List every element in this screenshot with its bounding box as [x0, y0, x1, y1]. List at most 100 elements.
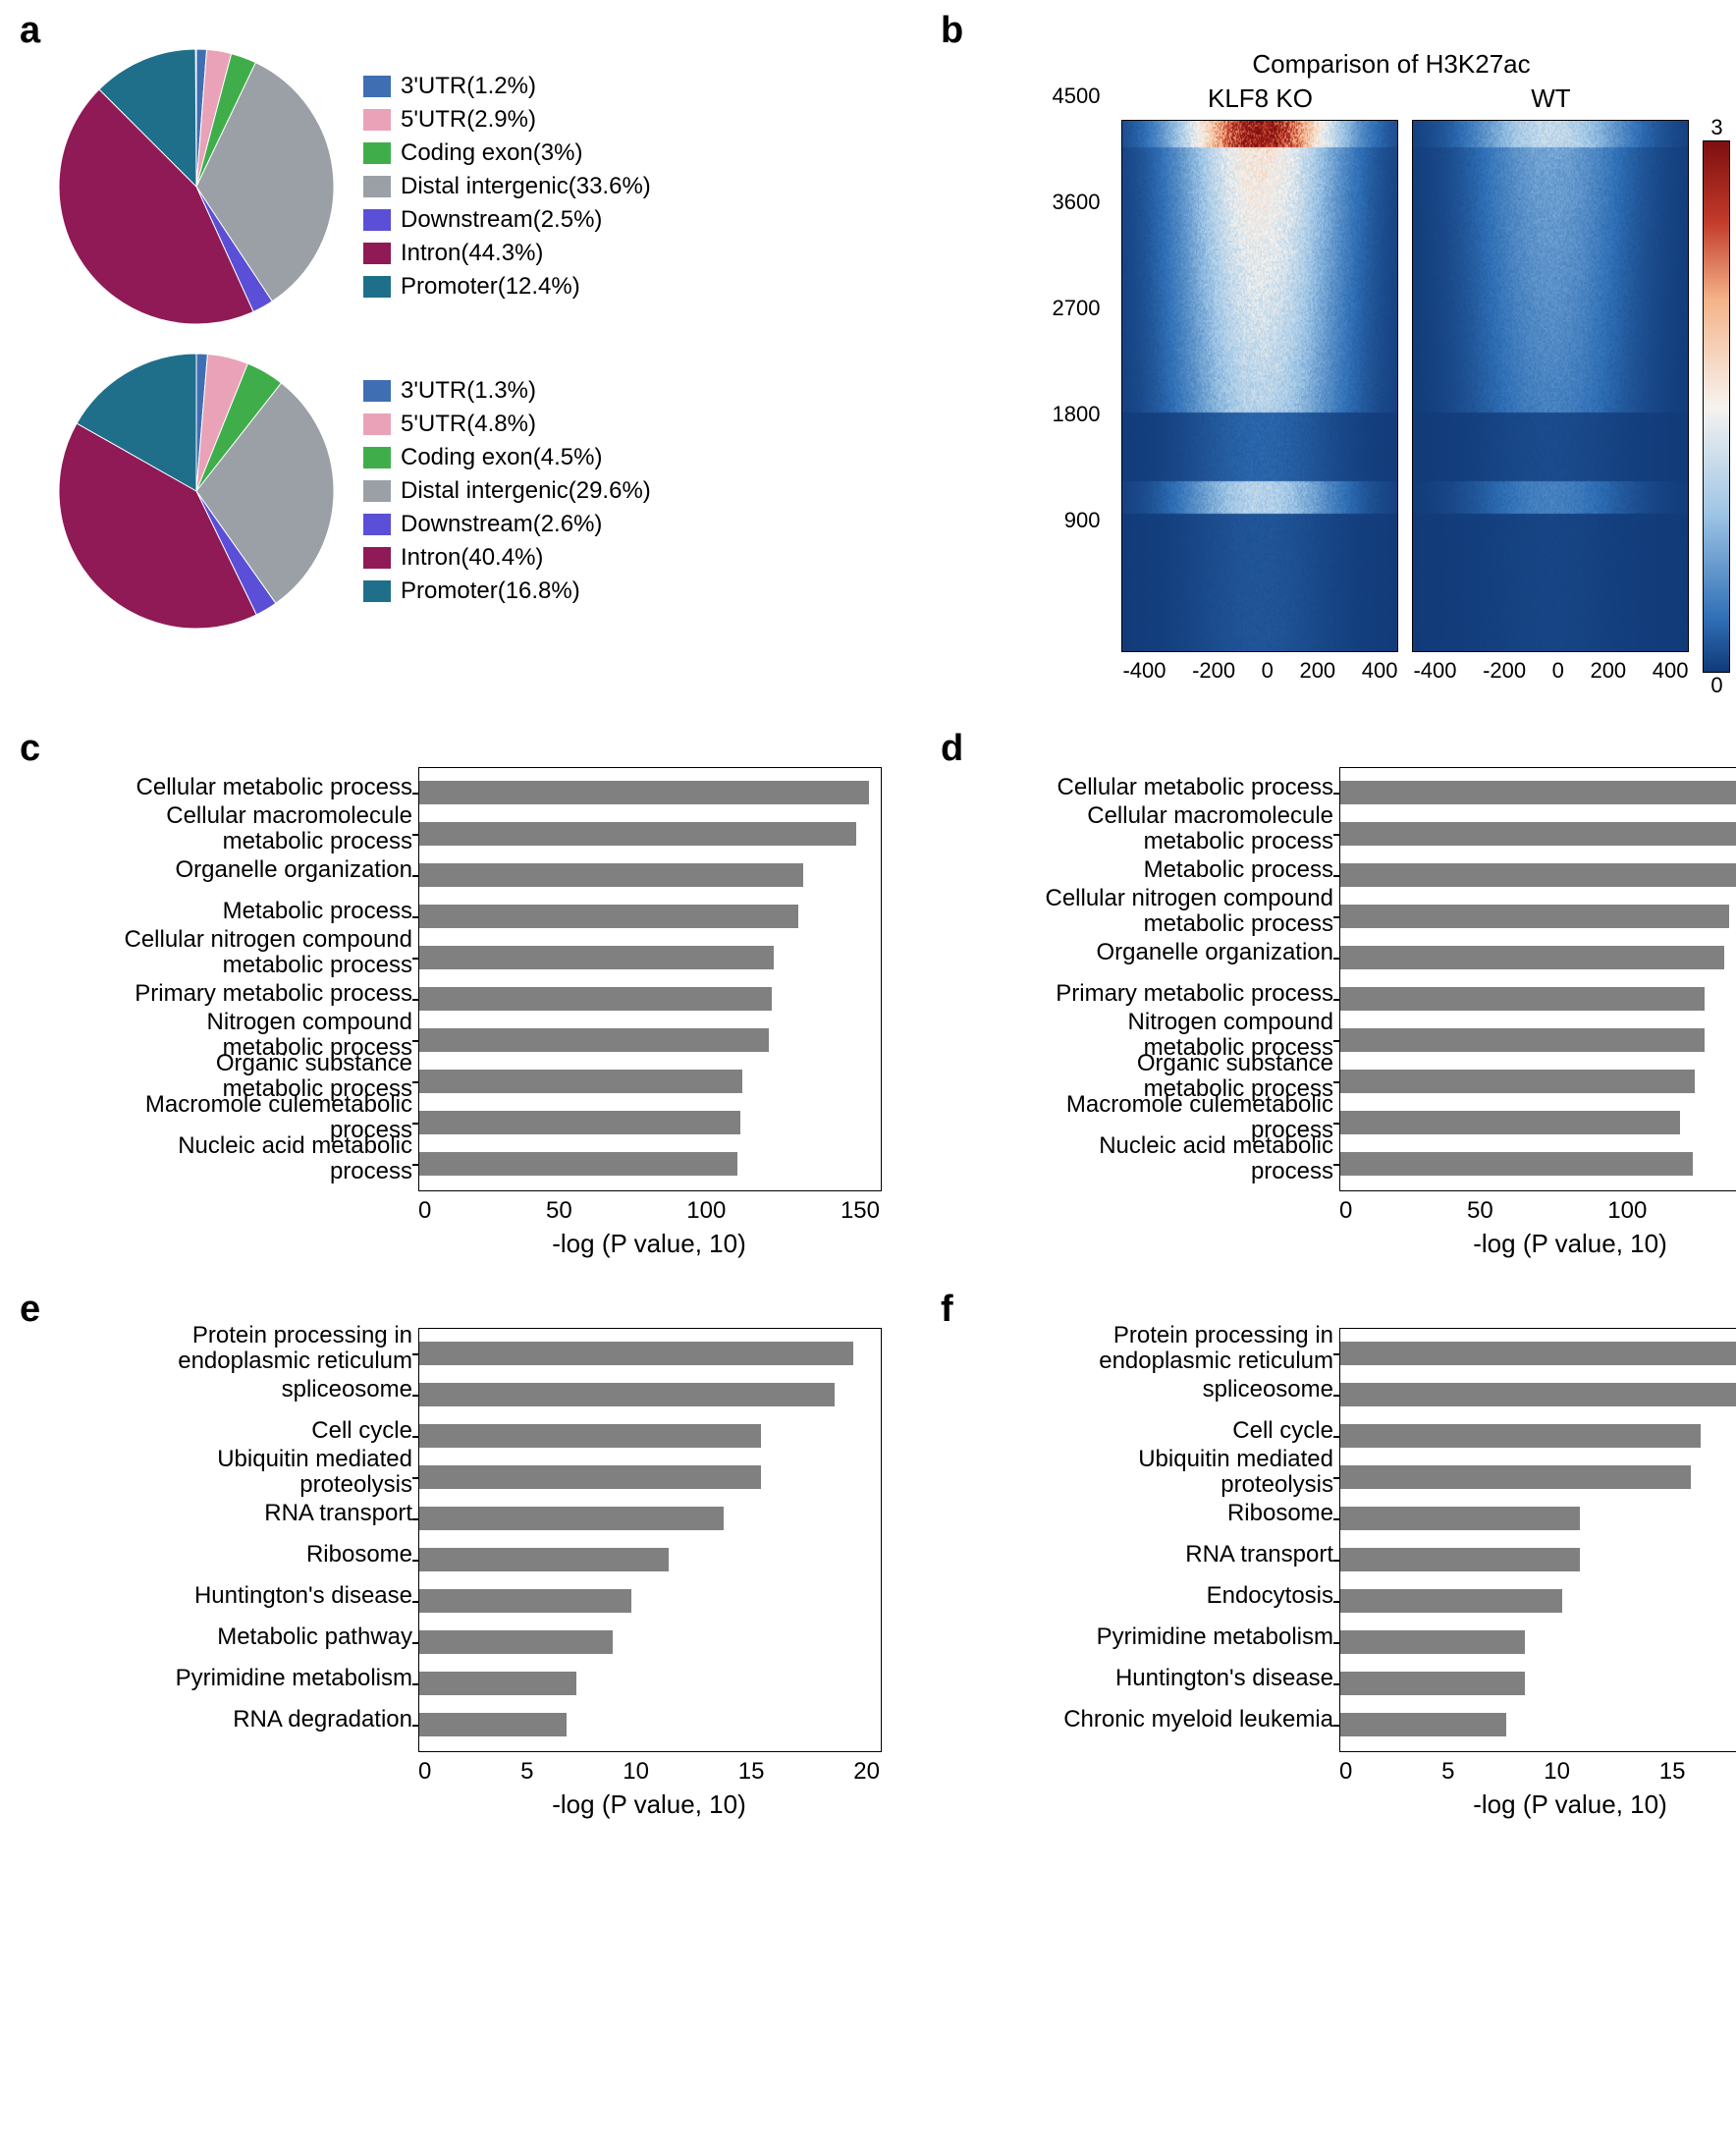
bar-category-label: spliceosome [282, 1369, 412, 1410]
bar [1340, 1152, 1693, 1176]
pie-1 [59, 354, 334, 629]
bar-chart: Cellular metabolic processCellular macro… [59, 767, 882, 1259]
heatmap-wrap: Comparison of H3K27ac 450036002700180090… [941, 20, 1736, 698]
bar-category-label: Cellular nitrogen compoundmetabolic proc… [1045, 891, 1333, 932]
bar-xtick: 100 [686, 1197, 726, 1225]
legend-swatch [363, 243, 391, 264]
legend-swatch [363, 580, 391, 602]
bar [419, 1630, 613, 1654]
heatmap-ytick: 900 [1064, 508, 1101, 614]
legend-item: Coding exon(3%) [363, 139, 651, 167]
bar-category-label: Pyrimidine metabolism [1097, 1617, 1333, 1658]
legend-text: Distal intergenic(29.6%) [401, 477, 651, 505]
legend-text: Coding exon(4.5%) [401, 444, 602, 471]
pie-legend-0: 3'UTR(1.2%)5'UTR(2.9%)Coding exon(3%)Dis… [363, 73, 651, 301]
bar-ytick [1333, 1518, 1340, 1520]
bar-xtick: 15 [738, 1758, 765, 1786]
bar-category-label: Cellular macromoleculemetabolic process [166, 808, 412, 850]
bar [1340, 946, 1724, 969]
heatmap-pair: 4500360027001800900KLF8 KO-400-200020040… [1053, 83, 1731, 698]
bar [419, 1713, 567, 1736]
legend-text: 5'UTR(4.8%) [401, 411, 536, 438]
bar-ytick [1333, 1395, 1340, 1397]
heatmap-ytick: 1800 [1053, 402, 1101, 508]
bar-plot-wrap: 05101520-log (P value, 10) [418, 1328, 882, 1820]
bar-ytick [412, 1040, 419, 1042]
panel-b: b Comparison of H3K27ac 4500360027001800… [941, 20, 1736, 698]
legend-text: Downstream(2.5%) [401, 206, 602, 234]
heatmap-sublabel: WT [1531, 83, 1570, 114]
panel-b-label: b [941, 10, 963, 52]
bar-xtick: 0 [1339, 1197, 1352, 1225]
bar [1340, 1713, 1506, 1736]
legend-item: Distal intergenic(29.6%) [363, 477, 651, 505]
heatmap-xtick: 200 [1299, 658, 1335, 684]
bar-xtick: 10 [623, 1758, 649, 1786]
legend-swatch [363, 142, 391, 164]
bar [419, 1342, 853, 1365]
legend-text: Downstream(2.6%) [401, 511, 602, 538]
bar [1340, 1028, 1705, 1052]
bar [1340, 987, 1705, 1011]
bar-plot-wrap: 050100150-log (P value, 10) [1339, 767, 1736, 1259]
bar [419, 1465, 761, 1489]
bar-category-label: Organelle organization [1097, 932, 1334, 973]
bar-ytick [412, 1123, 419, 1125]
bar [1340, 1507, 1580, 1530]
bar-ytick [412, 793, 419, 795]
heatmap-xtick: -400 [1122, 658, 1166, 684]
heatmap-ytick: 4500 [1053, 83, 1101, 190]
bar [419, 1672, 576, 1695]
bar-ytick [412, 1477, 419, 1479]
legend-item: Downstream(2.6%) [363, 511, 651, 538]
heatmap-xtick: -200 [1483, 658, 1526, 684]
bar-ylabels: Cellular metabolic processCellular macro… [59, 767, 418, 1259]
bar-category-label: Huntington's disease [194, 1575, 412, 1617]
bar-category-label: Protein processing inendoplasmic reticul… [1099, 1328, 1333, 1369]
heatmap-yticks: 4500360027001800900 [1053, 83, 1109, 614]
heatmap-xtick: 0 [1262, 658, 1274, 684]
bar-category-label: Pyrimidine metabolism [176, 1658, 412, 1699]
bar-xticks: 05101520 [1339, 1758, 1736, 1786]
bar-ytick [1333, 999, 1340, 1001]
heatmap-xtick: -200 [1192, 658, 1235, 684]
bar-xlabel: -log (P value, 10) [1339, 1789, 1736, 1820]
colorbar-min: 0 [1710, 673, 1722, 698]
heatmap-xtick: 0 [1552, 658, 1564, 684]
bar-category-label: Ribosome [306, 1534, 412, 1575]
legend-item: Intron(44.3%) [363, 240, 651, 267]
legend-swatch [363, 413, 391, 435]
bar-plot-wrap: 05101520 -log (P value, 10) [1339, 1328, 1736, 1820]
panel-a-label: a [20, 10, 40, 52]
bar-chart-f: Protein processing inendoplasmic reticul… [941, 1298, 1736, 1820]
bar-chart-c: Cellular metabolic processCellular macro… [20, 738, 882, 1259]
bar [1340, 1383, 1736, 1406]
bar [419, 1507, 724, 1530]
bar-ytick [1333, 793, 1340, 795]
panel-e-label: e [20, 1289, 40, 1331]
bar-category-label: Protein processing inendoplasmic reticul… [178, 1328, 412, 1369]
bar-category-label: Ubiquitin mediatedproteolysis [1138, 1452, 1333, 1493]
legend-item: Promoter(16.8%) [363, 578, 651, 605]
colorbar-wrap: 30 [1703, 115, 1730, 698]
heatmap-xtick: 200 [1590, 658, 1626, 684]
bar-category-label: Ubiquitin mediatedproteolysis [217, 1452, 412, 1493]
bar [419, 1028, 769, 1052]
heatmap-title: Comparison of H3K27ac [1252, 49, 1530, 80]
pie-legend-1: 3'UTR(1.3%)5'UTR(4.8%)Coding exon(4.5%)D… [363, 377, 651, 605]
bar-category-label: Ribosome [1227, 1493, 1333, 1534]
bar [1340, 1424, 1701, 1448]
legend-item: Intron(40.4%) [363, 544, 651, 572]
bar-ytick [412, 958, 419, 960]
pie-row-0: 3'UTR(1.2%)5'UTR(2.9%)Coding exon(3%)Dis… [59, 49, 882, 324]
bar-ytick [412, 1395, 419, 1397]
panel-e: e Protein processing inendoplasmic retic… [20, 1298, 882, 1820]
bar [419, 905, 798, 928]
bar [1340, 905, 1729, 928]
bar-xtick: 0 [418, 1758, 431, 1786]
bar-xticks: 050100150 [1339, 1197, 1736, 1225]
bar-ytick [1333, 1725, 1340, 1727]
bar-ytick [1333, 875, 1340, 877]
bar-xtick: 100 [1607, 1197, 1647, 1225]
bar [1340, 1342, 1736, 1365]
